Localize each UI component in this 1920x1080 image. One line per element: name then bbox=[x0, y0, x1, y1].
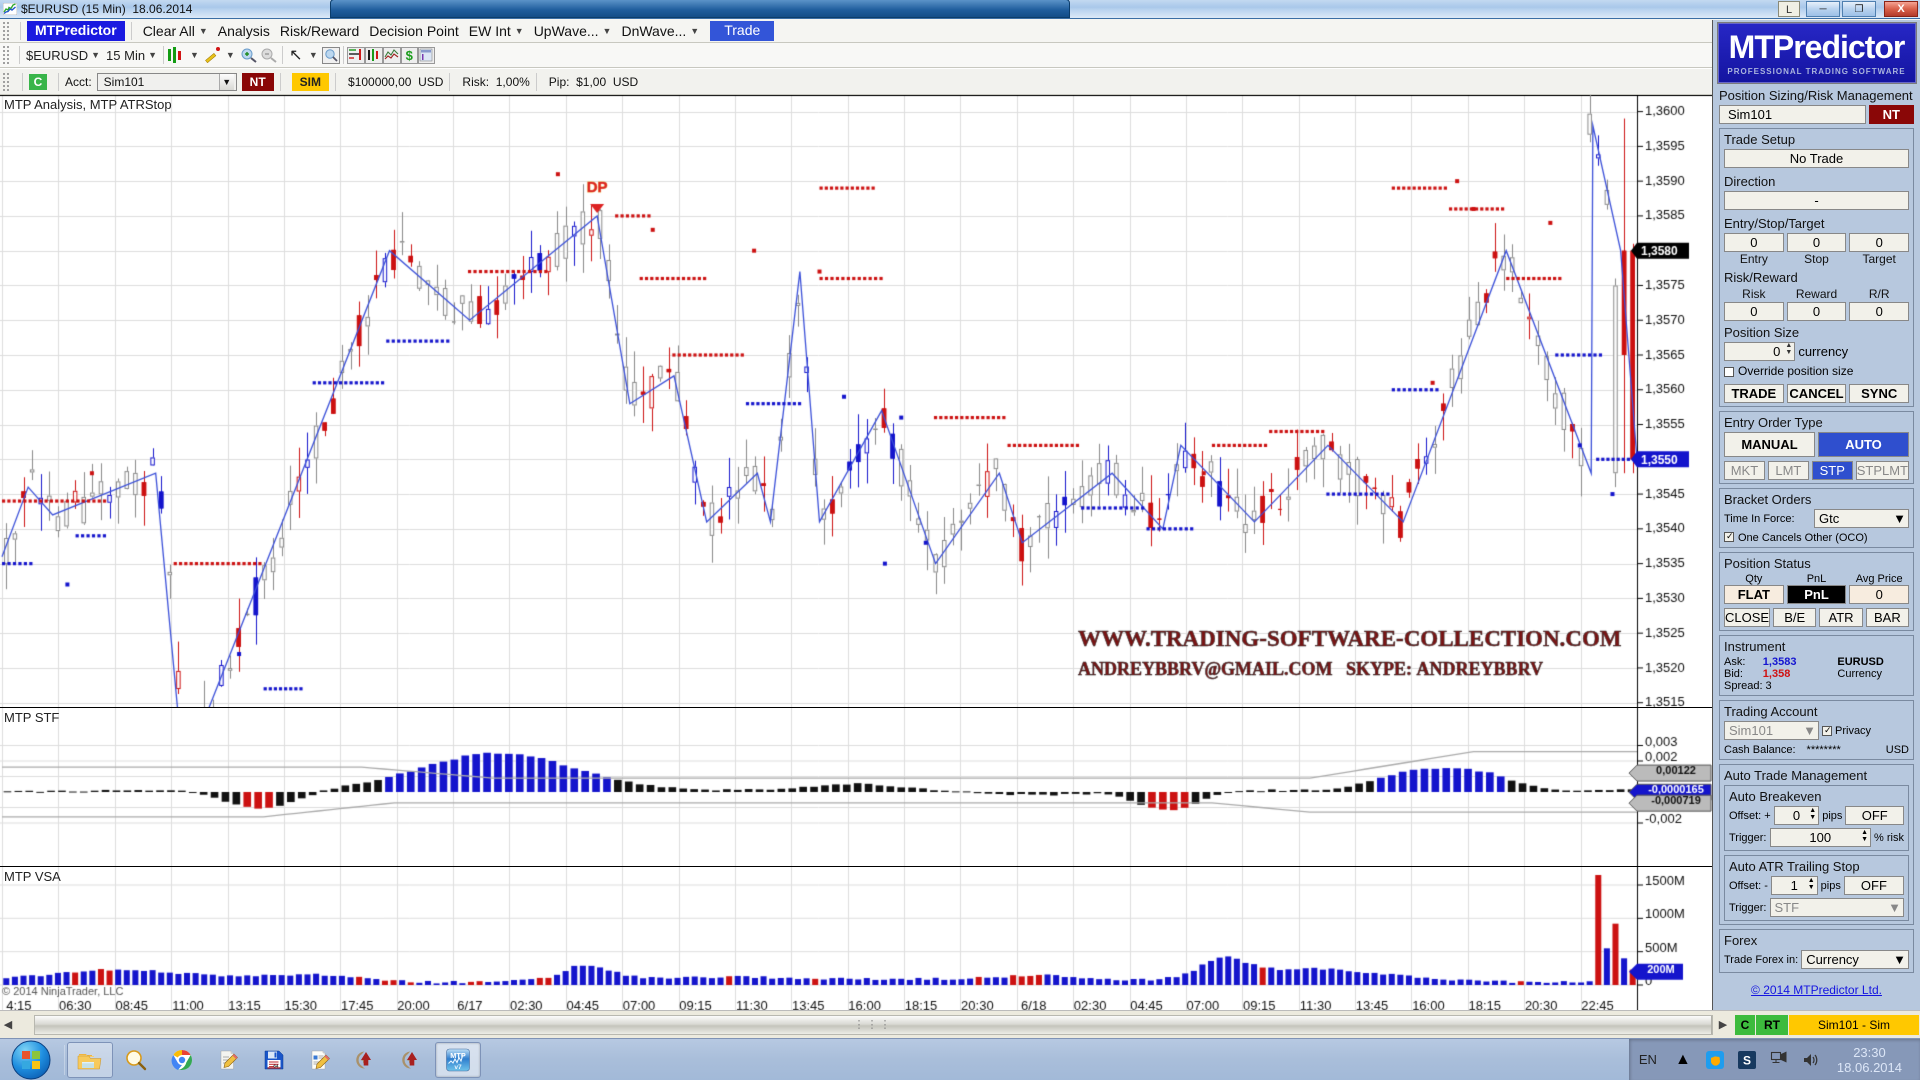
svg-text:v7: v7 bbox=[454, 1064, 462, 1071]
svg-text:S: S bbox=[1743, 1053, 1751, 1067]
